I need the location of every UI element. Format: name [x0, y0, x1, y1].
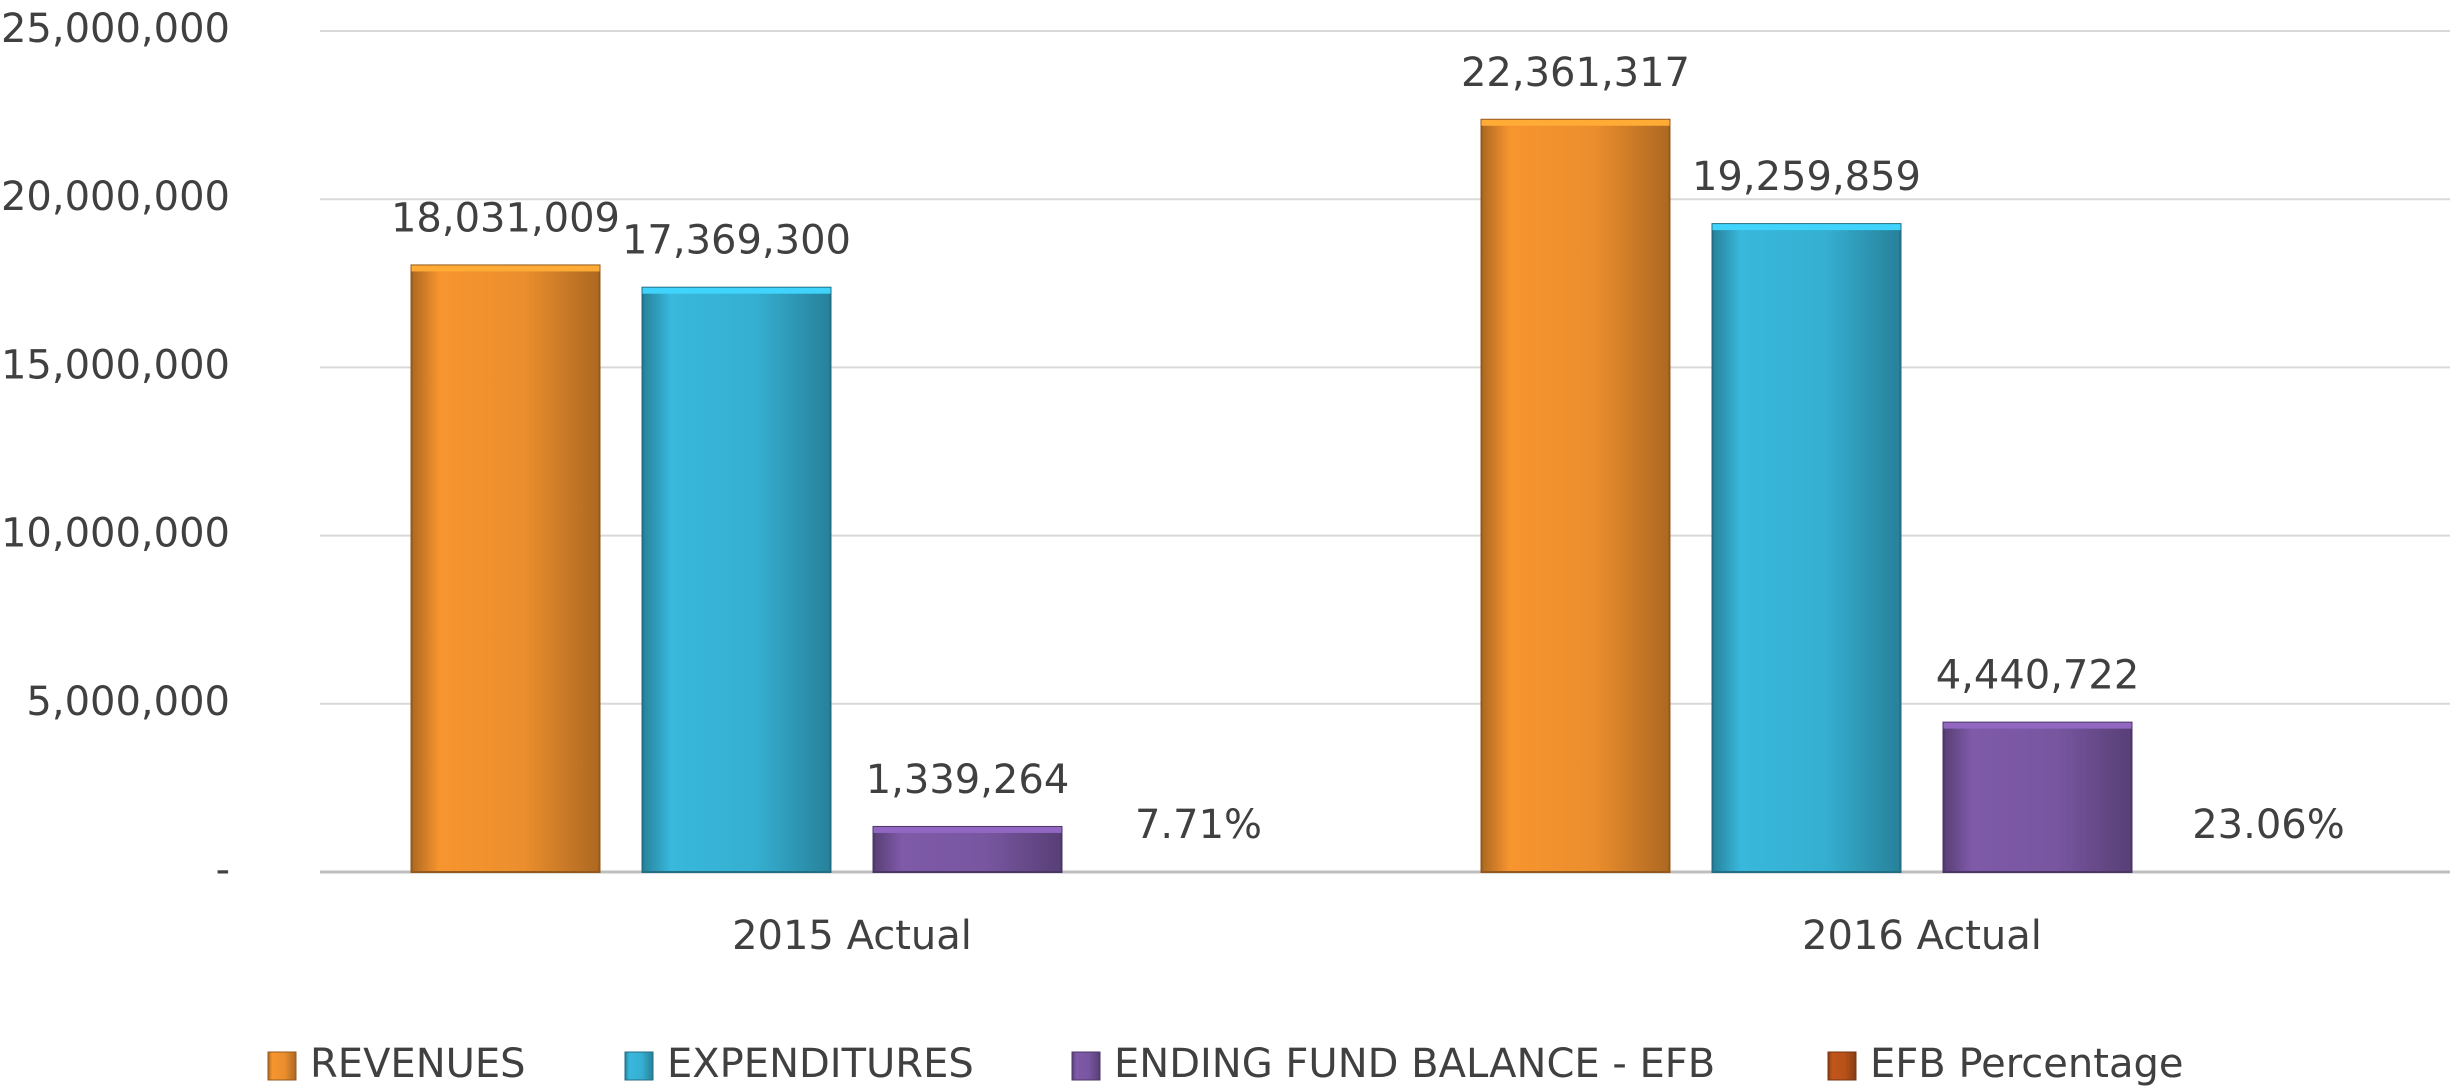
legend-label: REVENUES [310, 1041, 526, 1087]
bar [1482, 120, 1670, 872]
y-tick-label: 20,000,000 [1, 174, 230, 220]
bar-top [412, 265, 600, 271]
bar [1713, 224, 1901, 872]
y-tick-label: - [216, 847, 230, 893]
bar [643, 288, 831, 872]
y-tick-label: 10,000,000 [1, 511, 230, 557]
bar [1944, 723, 2132, 872]
legend-label: EXPENDITURES [667, 1041, 974, 1087]
y-tick-label: 5,000,000 [26, 679, 230, 725]
legend-swatch [625, 1052, 653, 1080]
legend-swatch [1828, 1052, 1856, 1080]
data-label: 23.06% [2192, 802, 2345, 848]
bar [874, 827, 1062, 872]
data-label: 19,259,859 [1692, 154, 1921, 200]
data-label: 17,369,300 [622, 218, 851, 264]
y-tick-label: 15,000,000 [1, 342, 230, 388]
x-tick-label: 2015 Actual [732, 913, 972, 959]
bar-top [1944, 723, 2132, 729]
bar [412, 265, 600, 872]
legend-swatch [268, 1052, 296, 1080]
bar-top [874, 827, 1062, 833]
data-label: 1,339,264 [866, 757, 1070, 803]
y-tick-label: 25,000,000 [1, 6, 230, 52]
data-label: 4,440,722 [1936, 653, 2140, 699]
data-label: 18,031,009 [391, 195, 620, 241]
data-label: 7.71% [1135, 802, 1262, 848]
x-tick-label: 2016 Actual [1802, 913, 2042, 959]
legend-swatch [1072, 1052, 1100, 1080]
legend-label: ENDING FUND BALANCE - EFB [1114, 1041, 1715, 1087]
bar-top [643, 288, 831, 294]
bar-top [1482, 120, 1670, 126]
legend-label: EFB Percentage [1870, 1041, 2183, 1087]
bar-top [1713, 224, 1901, 230]
data-label: 22,361,317 [1461, 50, 1690, 96]
